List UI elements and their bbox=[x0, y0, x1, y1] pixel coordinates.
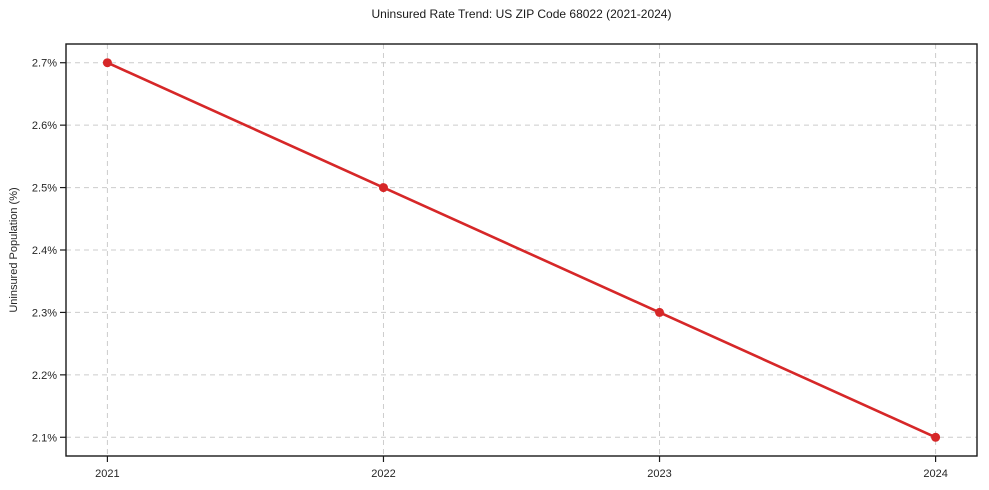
data-point bbox=[102, 58, 112, 68]
trend-line bbox=[106, 61, 937, 439]
x-tick-label: 2024 bbox=[923, 468, 947, 480]
y-tick-label: 2.1% bbox=[32, 432, 57, 444]
y-tick-label: 2.2% bbox=[32, 370, 57, 382]
x-tick-label: 2023 bbox=[647, 468, 671, 480]
y-tick-label: 2.5% bbox=[32, 183, 57, 195]
y-tick-label: 2.3% bbox=[32, 307, 57, 319]
y-tick-label: 2.6% bbox=[32, 120, 57, 132]
x-tick-label: 2022 bbox=[371, 468, 395, 480]
data-point bbox=[378, 183, 388, 193]
y-tick-label: 2.7% bbox=[32, 58, 57, 70]
data-point bbox=[655, 307, 665, 317]
y-axis-label: Uninsured Population (%) bbox=[8, 187, 20, 313]
y-tick-label: 2.4% bbox=[32, 245, 57, 257]
data-point bbox=[931, 432, 941, 442]
chart-title: Uninsured Rate Trend: US ZIP Code 68022 … bbox=[371, 7, 672, 21]
x-tick-label: 2021 bbox=[95, 468, 119, 480]
